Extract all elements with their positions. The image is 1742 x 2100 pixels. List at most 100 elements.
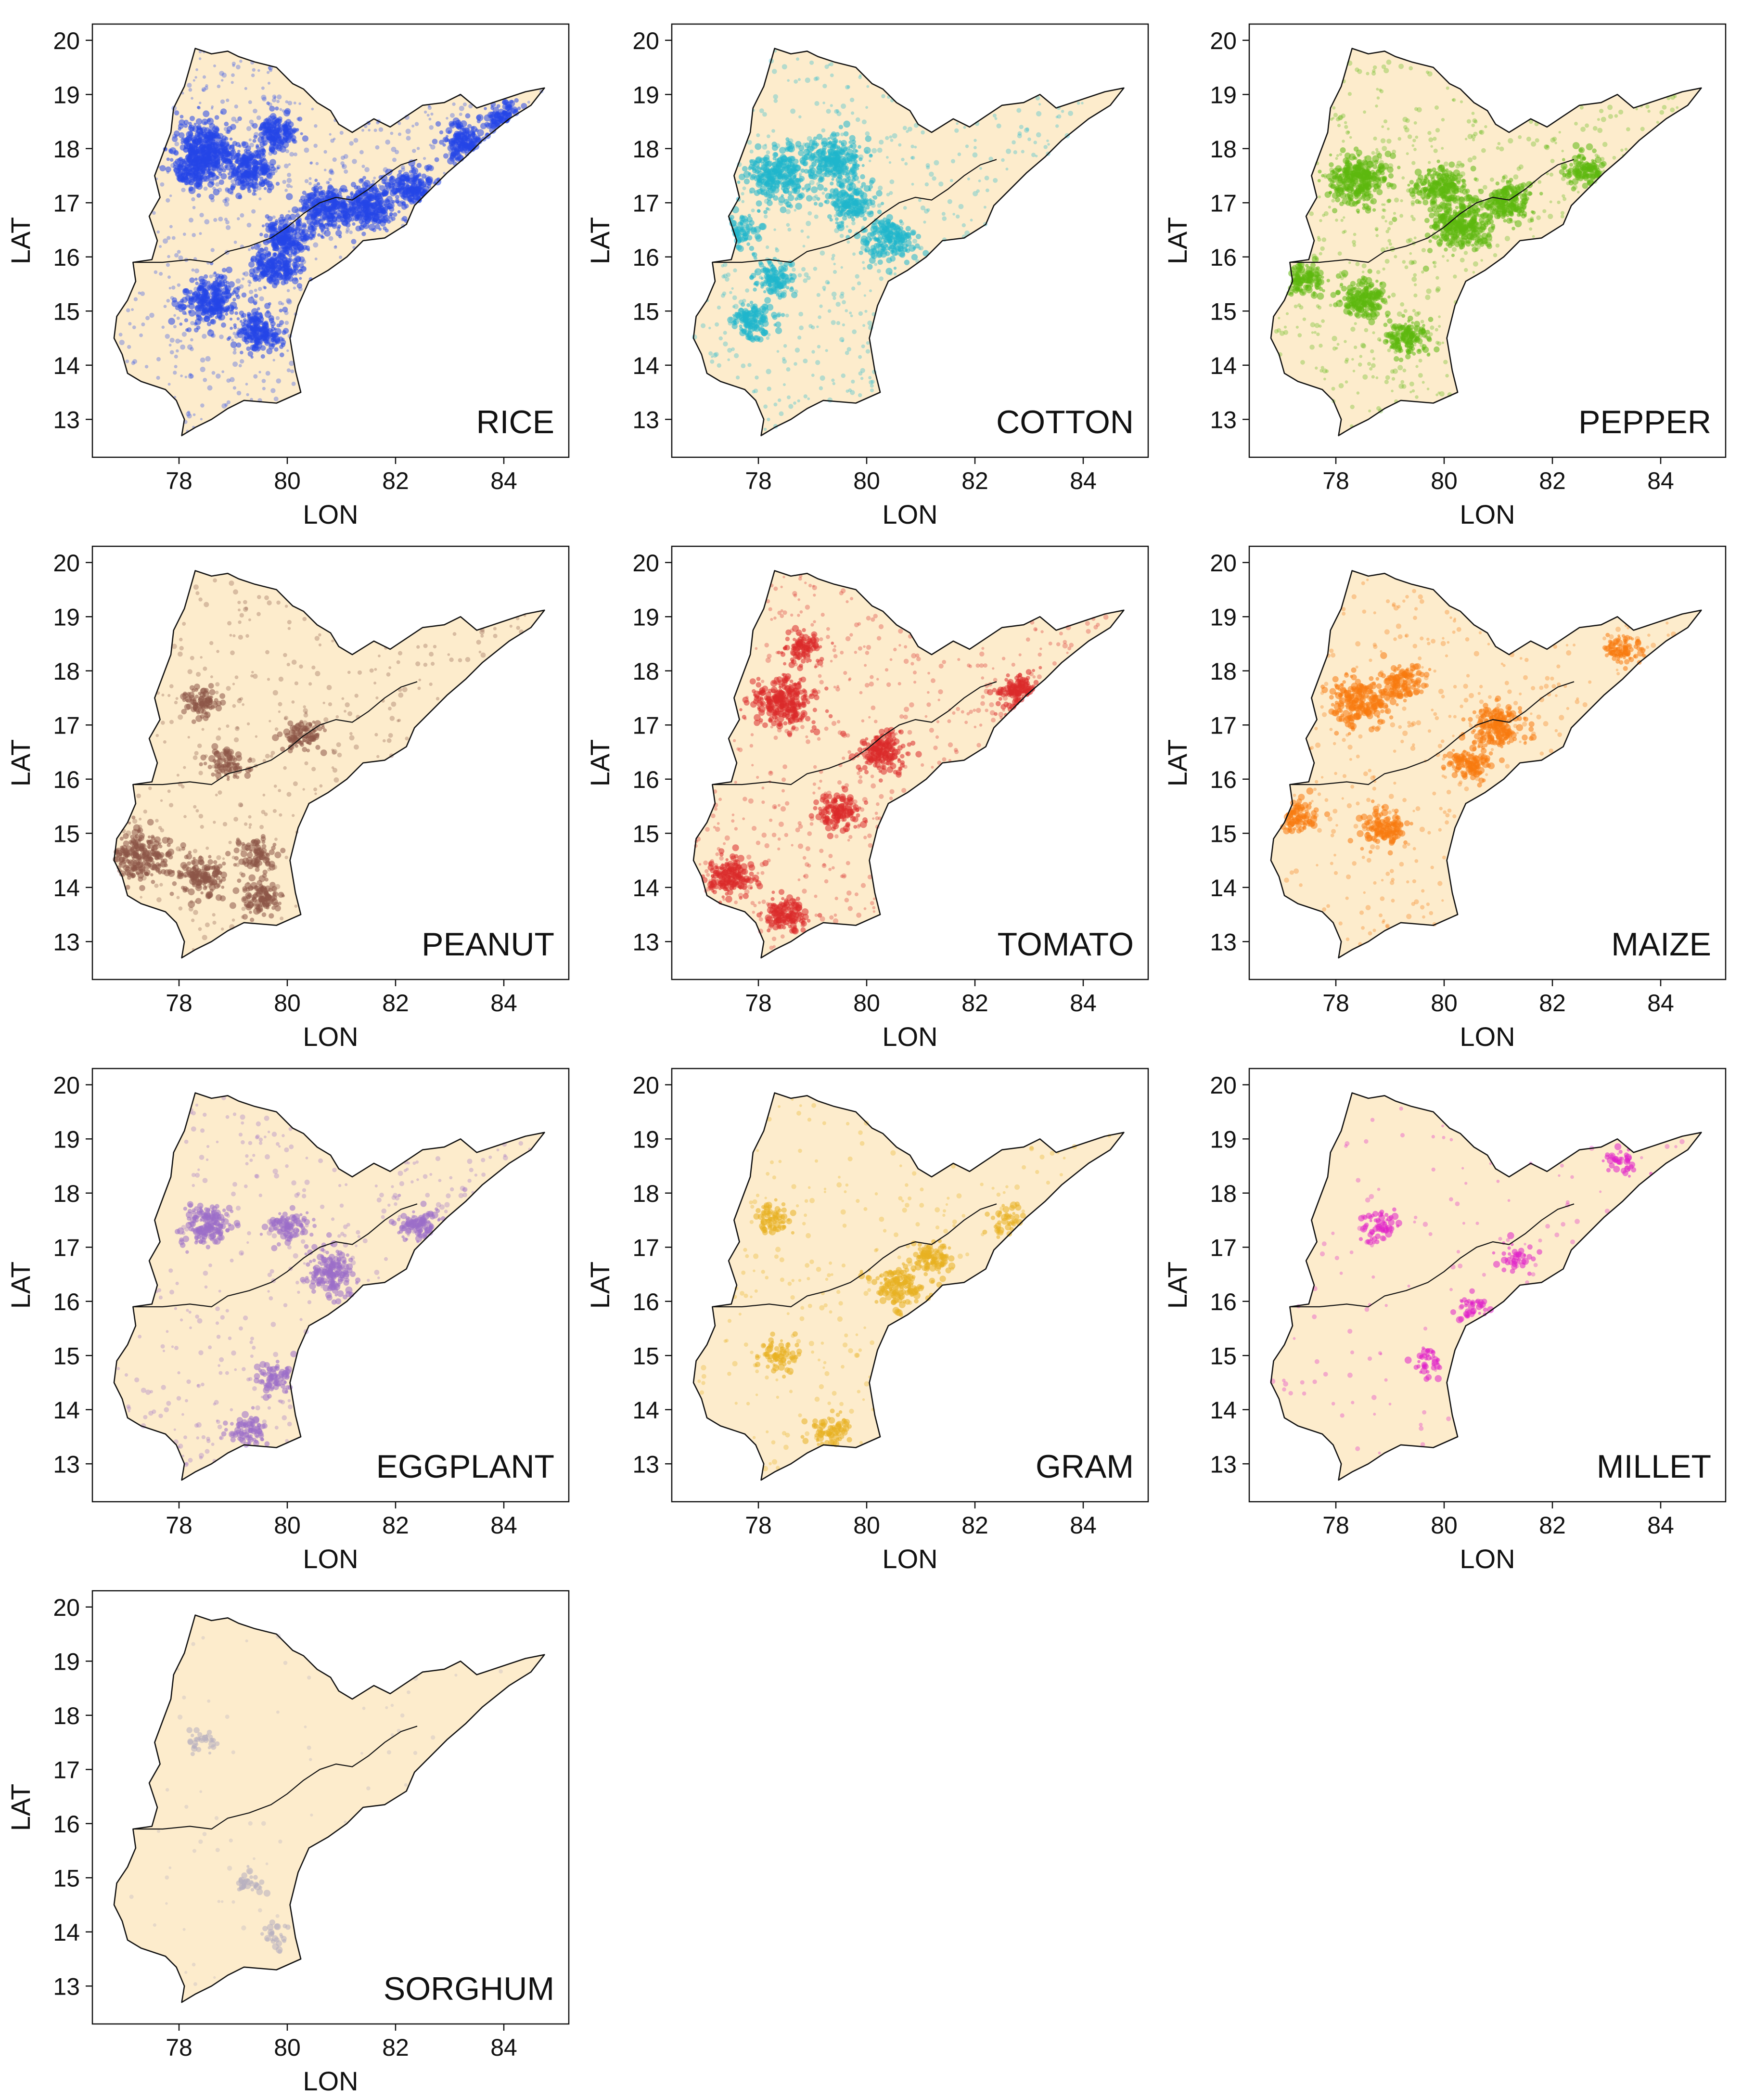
y-tick-label: 19 — [632, 81, 659, 108]
region-outline — [1270, 48, 1702, 437]
crop-label: RICE — [476, 404, 554, 440]
y-tick-label: 16 — [53, 766, 80, 793]
x-tick-label: 82 — [1539, 990, 1566, 1017]
map-panel-sorghum: 78 80 82 84 13 14 15 16 17 18 19 20 LON LAT SORGHUM — [5, 1590, 570, 2096]
x-tick-label: 78 — [166, 2034, 192, 2061]
y-tick-label: 20 — [53, 550, 80, 577]
y-tick-label: 17 — [53, 1756, 80, 1783]
land-area — [114, 1615, 545, 2002]
y-tick-label: 19 — [632, 1126, 659, 1153]
y-axis-label: LAT — [585, 739, 615, 787]
x-tick-label: 84 — [1647, 990, 1674, 1017]
state-boundary — [712, 681, 997, 786]
map-panel-eggplant: 78 80 82 84 13 14 15 16 17 18 19 20 LON LAT EGGPLANT — [5, 1068, 570, 1574]
x-tick-label: 80 — [1431, 467, 1458, 494]
crop-label: MILLET — [1597, 1448, 1711, 1485]
x-tick-label: 82 — [961, 990, 988, 1017]
y-tick-label: 14 — [1210, 875, 1237, 902]
crop-points-eggplant — [116, 1095, 532, 1468]
land-area — [114, 570, 545, 958]
y-axis-label: LAT — [5, 217, 36, 265]
y-tick-label: 17 — [1210, 190, 1237, 217]
x-tick-label: 80 — [274, 2034, 301, 2061]
y-tick-label: 13 — [632, 1451, 659, 1478]
map-panel-pepper: 78 80 82 84 13 14 15 16 17 18 19 20 LON LAT PEPPER — [1162, 23, 1727, 529]
state-boundary — [1290, 681, 1575, 786]
x-axis-label: LON — [1460, 499, 1515, 529]
y-tick-label: 17 — [1210, 1234, 1237, 1261]
x-tick-label: 84 — [490, 2034, 517, 2061]
crop-label: TOMATO — [998, 926, 1134, 963]
y-tick-label: 18 — [632, 136, 659, 163]
y-tick-label: 14 — [53, 875, 80, 902]
y-tick-label: 15 — [53, 298, 80, 325]
y-axis-label: LAT — [585, 217, 615, 265]
y-tick-label: 15 — [632, 1342, 659, 1369]
y-tick-label: 20 — [632, 1072, 659, 1099]
region-outline — [1270, 570, 1702, 959]
x-tick-label: 84 — [1070, 1512, 1097, 1539]
y-tick-label: 19 — [1210, 81, 1237, 108]
y-tick-label: 20 — [1210, 1072, 1237, 1099]
y-tick-label: 18 — [1210, 1180, 1237, 1207]
y-tick-label: 17 — [1210, 712, 1237, 739]
x-tick-label: 80 — [1431, 990, 1458, 1017]
region-outline — [692, 1092, 1125, 1481]
y-tick-label: 13 — [1210, 406, 1237, 433]
y-tick-label: 13 — [632, 406, 659, 433]
crop-label: GRAM — [1036, 1448, 1134, 1485]
y-axis-label: LAT — [5, 1784, 36, 1831]
y-tick-label: 14 — [632, 352, 659, 379]
region-outline — [113, 1614, 545, 2003]
axes-frame — [91, 1068, 570, 1503]
x-tick-label: 84 — [490, 467, 517, 494]
x-tick-label: 78 — [745, 467, 772, 494]
y-tick-label: 16 — [632, 1288, 659, 1315]
y-tick-label: 20 — [1210, 27, 1237, 54]
state-boundary — [133, 1726, 418, 1830]
x-tick-label: 82 — [1539, 467, 1566, 494]
y-tick-label: 18 — [53, 136, 80, 163]
y-tick-label: 15 — [632, 298, 659, 325]
y-tick-label: 16 — [53, 1288, 80, 1315]
x-tick-label: 80 — [853, 467, 880, 494]
y-axis-label: LAT — [1162, 217, 1192, 265]
x-tick-label: 84 — [1647, 467, 1674, 494]
x-tick-label: 80 — [853, 1512, 880, 1539]
x-tick-label: 82 — [382, 2034, 409, 2061]
y-tick-label: 15 — [53, 1342, 80, 1369]
state-boundary — [1290, 1203, 1575, 1308]
x-tick-label: 78 — [166, 467, 192, 494]
map-panel-peanut: 78 80 82 84 13 14 15 16 17 18 19 20 LON LAT PEANUT — [5, 545, 570, 1052]
x-tick-label: 80 — [1431, 1512, 1458, 1539]
crop-label: SORGHUM — [384, 1971, 554, 2007]
y-tick-label: 19 — [53, 1126, 80, 1153]
x-tick-label: 84 — [490, 1512, 517, 1539]
x-axis-label: LON — [882, 499, 937, 529]
map-panel-rice: 78 80 82 84 13 14 15 16 17 18 19 20 LON LAT RICE — [5, 23, 570, 529]
y-tick-label: 15 — [632, 820, 659, 847]
y-tick-label: 15 — [53, 1865, 80, 1892]
axes-frame — [91, 23, 570, 458]
x-tick-label: 80 — [274, 1512, 301, 1539]
crop-label: EGGPLANT — [376, 1448, 554, 1485]
x-tick-label: 78 — [745, 1512, 772, 1539]
crop-points-rice — [118, 50, 544, 433]
y-tick-label: 14 — [632, 1397, 659, 1424]
crop-points-cotton — [692, 50, 1084, 431]
x-tick-label: 84 — [490, 990, 517, 1017]
axes-frame — [1248, 1068, 1727, 1503]
axes-frame — [671, 23, 1149, 458]
x-tick-label: 82 — [382, 990, 409, 1017]
y-tick-label: 19 — [632, 604, 659, 631]
y-tick-label: 19 — [53, 604, 80, 631]
x-axis-label: LON — [882, 1021, 937, 1052]
y-tick-label: 16 — [1210, 1288, 1237, 1315]
y-tick-label: 13 — [1210, 1451, 1237, 1478]
y-tick-label: 13 — [53, 1973, 80, 2000]
y-tick-label: 14 — [53, 1397, 80, 1424]
x-tick-label: 78 — [166, 990, 192, 1017]
x-tick-label: 78 — [1322, 467, 1349, 494]
y-tick-label: 19 — [1210, 1126, 1237, 1153]
